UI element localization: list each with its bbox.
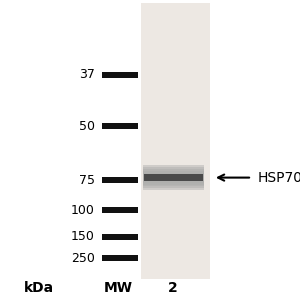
Bar: [102, 123, 138, 129]
Bar: [102, 234, 138, 240]
Bar: [102, 72, 138, 78]
Text: 2: 2: [168, 281, 177, 295]
Bar: [142, 171, 204, 184]
Bar: [102, 207, 138, 213]
Text: HSP70: HSP70: [258, 171, 300, 184]
Bar: [102, 177, 138, 183]
Bar: [142, 169, 204, 186]
Bar: [141, 3, 210, 279]
Bar: [142, 167, 204, 188]
Text: kDa: kDa: [24, 281, 54, 295]
Text: 150: 150: [70, 230, 94, 244]
Text: 50: 50: [79, 119, 94, 133]
Bar: [142, 165, 204, 190]
Bar: [102, 255, 138, 261]
Text: 100: 100: [70, 203, 94, 217]
Bar: [142, 172, 204, 183]
Bar: [144, 174, 203, 181]
Text: 250: 250: [70, 251, 94, 265]
Text: MW: MW: [104, 281, 133, 295]
Text: 75: 75: [79, 173, 94, 187]
Text: 37: 37: [79, 68, 94, 82]
